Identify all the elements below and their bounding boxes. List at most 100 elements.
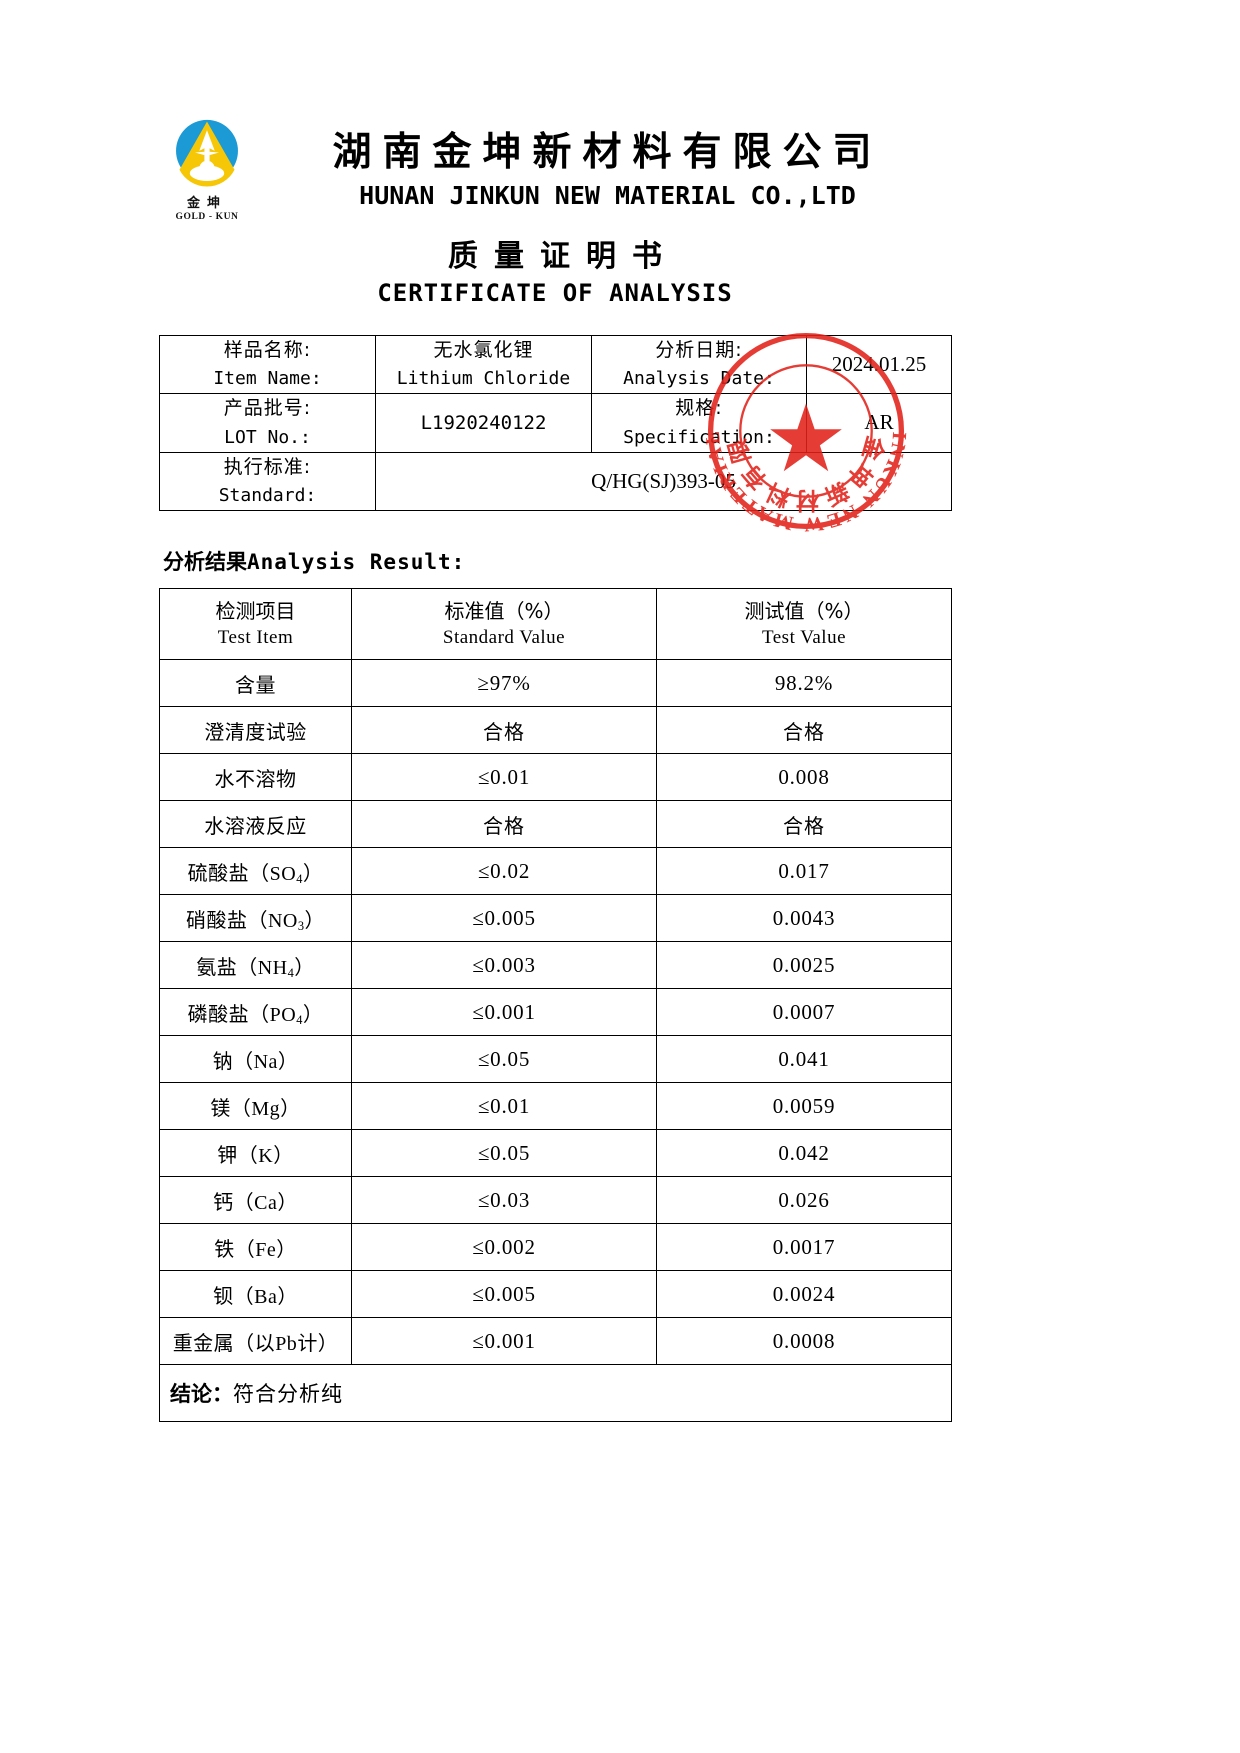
- test-value-cell: 0.0024: [656, 1270, 952, 1318]
- test-value-cell: 0.017: [656, 847, 952, 895]
- analysis-date-label-en: Analysis Date:: [623, 368, 775, 390]
- standard-value: Q/HG(SJ)393-05: [375, 451, 952, 511]
- test-item-cell: 重金属（以Pb计）: [159, 1317, 352, 1365]
- test-value-cell: 0.0008: [656, 1317, 952, 1365]
- conclusion-label: 结论：: [170, 1382, 233, 1406]
- test-item-cell: 镁（Mg）: [159, 1082, 352, 1130]
- sample-info-table: 样品名称: Item Name: 无水氯化锂 Lithium Chloride …: [159, 334, 952, 511]
- test-item-cell: 硝酸盐（NO3）: [159, 894, 352, 942]
- item-name-label-cn: 样品名称:: [223, 339, 312, 361]
- standard-value-cell: ≤0.05: [351, 1035, 657, 1083]
- test-value-cell: 合格: [656, 800, 952, 848]
- standard-label-en: Standard:: [218, 485, 317, 507]
- standard-value-cell: ≤0.01: [351, 1082, 657, 1130]
- test-value-cell: 合格: [656, 706, 952, 754]
- standard-value-cell: ≤0.001: [351, 988, 657, 1036]
- table-row: 重金属（以Pb计） ≤0.001 0.0008: [159, 1317, 952, 1365]
- company-logo: 金坤 GOLD - KUN: [155, 113, 259, 222]
- lot-no-value: L1920240122: [375, 393, 592, 453]
- standard-value-cell: ≤0.05: [351, 1129, 657, 1177]
- conclusion-value: 符合分析纯: [233, 1382, 343, 1406]
- specification-label-cn: 规格:: [675, 397, 723, 420]
- standard-value-cell: 合格: [351, 706, 657, 754]
- test-item-cell: 铁（Fe）: [159, 1223, 352, 1271]
- test-value-cell: 0.0007: [656, 988, 952, 1036]
- specification-label: 规格: Specification:: [591, 393, 807, 453]
- test-value-cell: 0.0025: [656, 941, 952, 989]
- analysis-heading-cn: 分析结果: [163, 550, 247, 574]
- logo-english-name: GOLD - KUN: [175, 212, 239, 223]
- item-name-value-en: Lithium Chloride: [396, 368, 571, 390]
- table-row: 钾（K） ≤0.05 0.042: [159, 1129, 952, 1177]
- standard-value-cell: ≤0.005: [351, 1270, 657, 1318]
- conclusion-row: 结论：符合分析纯: [159, 1364, 952, 1422]
- lot-no-label: 产品批号: LOT No.:: [159, 393, 376, 453]
- results-header-row: 检测项目 Test Item 标准值（%） Standard Value 测试值…: [159, 588, 952, 660]
- info-row-standard: 执行标准: Standard: Q/HG(SJ)393-05: [159, 451, 952, 511]
- test-value-cell: 0.041: [656, 1035, 952, 1083]
- logo-chinese-name: 金坤: [186, 196, 227, 211]
- item-name-value: 无水氯化锂 Lithium Chloride: [375, 334, 592, 395]
- column-header-test-item: 检测项目 Test Item: [159, 588, 352, 660]
- analysis-date-label-cn: 分析日期:: [655, 339, 743, 361]
- info-row-lot: 产品批号: LOT No.: L1920240122 规格: Specifica…: [159, 393, 952, 453]
- table-row: 水不溶物 ≤0.01 0.008: [159, 753, 952, 801]
- test-item-cell: 钡（Ba）: [159, 1270, 352, 1318]
- analysis-date-label: 分析日期: Analysis Date:: [591, 334, 807, 395]
- document-header: 金坤 GOLD - KUN 湖南金坤新材料有限公司 HUNAN JINKUN N…: [155, 105, 955, 315]
- col-test-value-en: Test Value: [761, 626, 847, 648]
- lot-no-label-en: LOT No.:: [224, 426, 311, 448]
- test-item-cell: 澄清度试验: [159, 706, 352, 754]
- test-item-cell: 水不溶物: [159, 753, 352, 801]
- table-row: 含量 ≥97% 98.2%: [159, 659, 952, 707]
- gold-kun-logo-icon: [176, 119, 238, 187]
- specification-value: AR: [806, 393, 952, 453]
- standard-value-cell: ≤0.003: [351, 941, 657, 989]
- specification-label-en: Specification:: [623, 426, 775, 448]
- standard-value-cell: ≤0.03: [351, 1176, 657, 1224]
- table-row: 氨盐（NH4） ≤0.003 0.0025: [159, 941, 952, 989]
- test-value-cell: 98.2%: [656, 659, 952, 707]
- lot-no-label-cn: 产品批号:: [223, 397, 312, 420]
- test-item-cell: 水溶液反应: [159, 800, 352, 848]
- col-test-item-en: Test Item: [217, 626, 294, 648]
- table-row: 磷酸盐（PO4） ≤0.001 0.0007: [159, 988, 952, 1036]
- table-row: 铁（Fe） ≤0.002 0.0017: [159, 1223, 952, 1271]
- col-standard-value-cn: 标准值（%）: [444, 598, 564, 623]
- standard-value-cell: ≥97%: [351, 659, 657, 707]
- col-standard-value-en: Standard Value: [442, 626, 566, 648]
- col-test-item-cn: 检测项目: [215, 598, 296, 623]
- test-value-cell: 0.042: [656, 1129, 952, 1177]
- document-title-chinese: 质量证明书: [448, 239, 678, 274]
- table-row: 钠（Na） ≤0.05 0.041: [159, 1035, 952, 1083]
- item-name-value-cn: 无水氯化锂: [433, 339, 534, 361]
- table-row: 钡（Ba） ≤0.005 0.0024: [159, 1270, 952, 1318]
- standard-value-cell: ≤0.005: [351, 894, 657, 942]
- item-name-label-en: Item Name:: [213, 368, 322, 390]
- standard-value-cell: ≤0.001: [351, 1317, 657, 1365]
- test-item-cell: 磷酸盐（PO4）: [159, 988, 352, 1036]
- test-value-cell: 0.008: [656, 753, 952, 801]
- test-item-cell: 硫酸盐（SO4）: [159, 847, 352, 895]
- table-row: 硝酸盐（NO3） ≤0.005 0.0043: [159, 894, 952, 942]
- col-test-value-cn: 测试值（%）: [744, 598, 864, 623]
- document-title-english: CERTIFICATE OF ANALYSIS: [377, 279, 733, 307]
- test-item-cell: 钾（K）: [159, 1129, 352, 1177]
- conclusion-cell: 结论：符合分析纯: [159, 1364, 952, 1422]
- test-item-cell: 钙（Ca）: [159, 1176, 352, 1224]
- table-row: 镁（Mg） ≤0.01 0.0059: [159, 1082, 952, 1130]
- test-value-cell: 0.0043: [656, 894, 952, 942]
- analysis-results-table: 检测项目 Test Item 标准值（%） Standard Value 测试值…: [159, 588, 952, 1422]
- column-header-standard-value: 标准值（%） Standard Value: [351, 588, 657, 660]
- standard-value-cell: ≤0.01: [351, 753, 657, 801]
- analysis-result-heading: 分析结果Analysis Result:: [163, 546, 465, 576]
- test-value-cell: 0.026: [656, 1176, 952, 1224]
- table-row: 水溶液反应 合格 合格: [159, 800, 952, 848]
- company-name-chinese: 湖南金坤新材料有限公司: [332, 130, 883, 175]
- analysis-date-value: 2024.01.25: [806, 334, 952, 395]
- test-item-cell: 含量: [159, 659, 352, 707]
- item-name-label: 样品名称: Item Name:: [159, 334, 376, 395]
- standard-label-cn: 执行标准:: [223, 455, 312, 478]
- standard-value-cell: 合格: [351, 800, 657, 848]
